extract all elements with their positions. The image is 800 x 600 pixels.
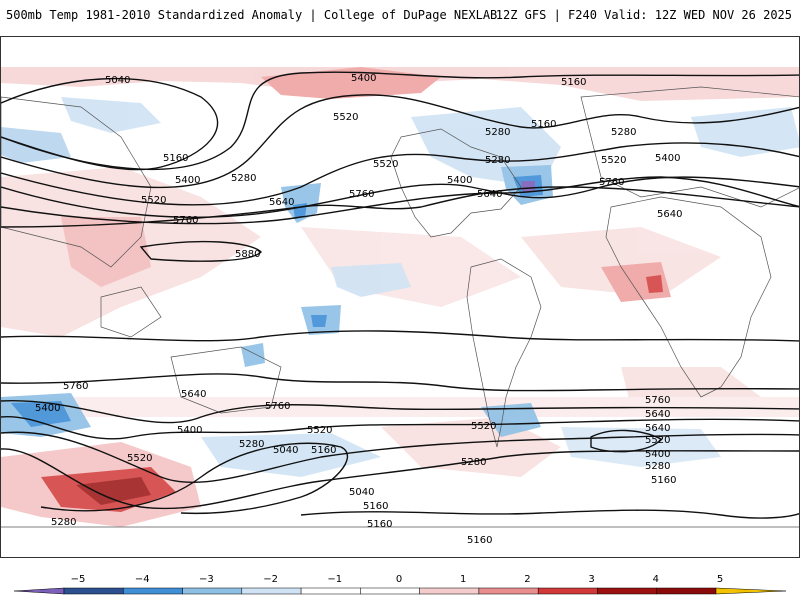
colorbar-tick-label: 3 bbox=[588, 574, 594, 585]
contour-label: 5280 bbox=[485, 155, 510, 166]
contour-label: 5160 bbox=[311, 445, 336, 456]
colorbar-swatch bbox=[597, 587, 657, 595]
contour-label: 5640 bbox=[657, 209, 682, 220]
colorbar-tick-label: −4 bbox=[135, 574, 150, 585]
colorbar-swatch bbox=[123, 587, 183, 595]
contour-label: 5520 bbox=[141, 195, 166, 206]
contour-label: 5160 bbox=[363, 501, 388, 512]
contour-label: 5400 bbox=[645, 449, 670, 460]
contour-label: 5640 bbox=[645, 409, 670, 420]
colorbar-tick-label: 1 bbox=[460, 574, 466, 585]
contour-label: 5400 bbox=[175, 175, 200, 186]
contour-label: 5400 bbox=[177, 425, 202, 436]
contour-label: 5520 bbox=[333, 112, 358, 123]
asia-outline bbox=[1, 96, 152, 268]
contour-label: 5520 bbox=[471, 421, 496, 432]
colorbar-high-arrow bbox=[715, 587, 787, 595]
contour-label: 5640 bbox=[269, 197, 294, 208]
colorbar-tick-label: 0 bbox=[396, 574, 402, 585]
contour-label: 5520 bbox=[601, 155, 626, 166]
contour-label: 5760 bbox=[349, 189, 374, 200]
contour-label: 5400 bbox=[351, 73, 376, 84]
contour-label: 5760 bbox=[173, 215, 198, 226]
colorbar-swatch bbox=[656, 587, 717, 595]
colorbar-swatch bbox=[537, 587, 598, 595]
colorbar-swatch bbox=[63, 587, 124, 595]
colorbar-swatch bbox=[360, 587, 420, 595]
australia-outline bbox=[170, 346, 282, 414]
contour-label: 5160 bbox=[163, 153, 188, 164]
colorbar-tick-label: 5 bbox=[717, 574, 723, 585]
contour-labels: 5040 5400 5160 5520 5280 5160 5280 5400 … bbox=[35, 73, 682, 546]
south-america-outline bbox=[466, 258, 542, 448]
contour-label: 5160 bbox=[367, 519, 392, 530]
contour-label: 5400 bbox=[35, 403, 60, 414]
contour-label: 5280 bbox=[611, 127, 636, 138]
contour-label: 5760 bbox=[645, 395, 670, 406]
colorbar-svg: −5 −4 −3 −2 −1 0 1 2 3 4 5 bbox=[13, 574, 787, 595]
contour-label: 5520 bbox=[127, 453, 152, 464]
coastlines bbox=[1, 86, 799, 528]
contour-label: 5400 bbox=[447, 175, 472, 186]
contour-label: 5760 bbox=[63, 381, 88, 392]
cool-anomaly-shading bbox=[1, 97, 799, 477]
map-svg: 5040 5400 5160 5520 5280 5160 5280 5400 … bbox=[1, 37, 799, 557]
map-panel: 5040 5400 5160 5520 5280 5160 5280 5400 … bbox=[0, 36, 800, 558]
colorbar-swatch bbox=[182, 587, 243, 595]
contour-label: 5520 bbox=[373, 159, 398, 170]
colorbar-low-arrow bbox=[13, 587, 65, 595]
colorbar-tick-label: −1 bbox=[327, 574, 342, 585]
colorbar-swatch bbox=[419, 587, 480, 595]
colorbar-tick-label: 4 bbox=[653, 574, 659, 585]
contour-label: 5880 bbox=[235, 249, 260, 260]
colorbar-swatch bbox=[300, 587, 361, 595]
contour-label: 5640 bbox=[477, 189, 502, 200]
contour-label: 5040 bbox=[349, 487, 374, 498]
colorbar-tick-label: 2 bbox=[524, 574, 530, 585]
contour-label: 5520 bbox=[645, 435, 670, 446]
contour-label: 5280 bbox=[645, 461, 670, 472]
colorbar: −5 −4 −3 −2 −1 0 1 2 3 4 5 bbox=[0, 560, 800, 600]
maritime-continent-outline bbox=[100, 286, 162, 338]
north-america-outline bbox=[390, 128, 522, 238]
height-contours bbox=[1, 71, 799, 519]
africa-outline bbox=[605, 196, 772, 398]
contour-label: 5160 bbox=[467, 535, 492, 546]
contour-label: 5160 bbox=[531, 119, 556, 130]
contour-label: 5160 bbox=[561, 77, 586, 88]
header: 500mb Temp 1981-2010 Standardized Anomal… bbox=[0, 0, 800, 36]
contour-label: 5400 bbox=[655, 153, 680, 164]
contour-label: 5280 bbox=[239, 439, 264, 450]
colorbar-tick-label: −2 bbox=[263, 574, 278, 585]
contour-label: 5280 bbox=[231, 173, 256, 184]
contour-label: 5280 bbox=[485, 127, 510, 138]
colorbar-swatch bbox=[241, 587, 302, 595]
contour-label: 5760 bbox=[265, 401, 290, 412]
contour-label: 5040 bbox=[273, 445, 298, 456]
colorbar-tick-label: −3 bbox=[199, 574, 214, 585]
contour-label: 5040 bbox=[105, 75, 130, 86]
contour-label: 5520 bbox=[307, 425, 332, 436]
run-valid-time: 12Z GFS | F240 Valid: 12Z WED NOV 26 202… bbox=[495, 8, 792, 22]
contour-label: 5280 bbox=[51, 517, 76, 528]
contour-label: 5160 bbox=[651, 475, 676, 486]
contour-label: 5280 bbox=[461, 457, 486, 468]
colorbar-swatch bbox=[478, 587, 539, 595]
colorbar-tick-label: −5 bbox=[71, 574, 86, 585]
contour-label: 5760 bbox=[599, 177, 624, 188]
map-title: 500mb Temp 1981-2010 Standardized Anomal… bbox=[6, 8, 498, 22]
contour-label: 5640 bbox=[645, 423, 670, 434]
contour-label: 5640 bbox=[181, 389, 206, 400]
